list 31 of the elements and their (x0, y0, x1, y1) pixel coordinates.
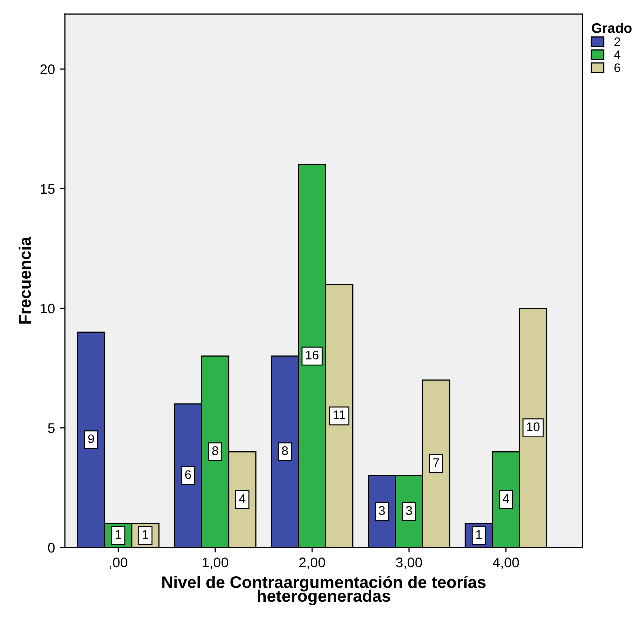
legend-label: 2 (614, 38, 620, 46)
x-tick-label: 1,00 (202, 558, 228, 570)
data-label: 1 (476, 530, 482, 539)
legend-label: 6 (614, 64, 620, 72)
x-axis-title: Nivel de Contraargumentación de teorías heterogeneradas (162, 576, 486, 606)
legend-label: 4 (614, 50, 621, 60)
y-tick-label: 20 (40, 64, 55, 74)
data-label: 3 (379, 506, 386, 516)
y-axis-title: Frecuencia (18, 236, 32, 324)
x-tick-label: 4,00 (493, 558, 520, 570)
data-label: 1 (116, 530, 122, 539)
data-label: 4 (503, 494, 510, 504)
data-label: 4 (239, 494, 246, 504)
data-label: 11 (334, 410, 346, 420)
x-tick-label: 2,00 (300, 558, 326, 570)
x-tick-label: 3,00 (396, 558, 422, 570)
y-tick-label: 15 (41, 184, 55, 194)
y-tick-label: 0 (48, 543, 55, 553)
data-label: 3 (406, 506, 412, 516)
data-label: 8 (282, 446, 288, 456)
data-label: 16 (306, 350, 319, 360)
y-tick-label: 5 (48, 424, 55, 434)
data-label: 6 (185, 470, 192, 480)
data-label: 1 (143, 530, 148, 539)
data-label: 10 (527, 422, 540, 432)
x-tick-label: ,00 (110, 558, 128, 570)
data-label: 9 (88, 434, 94, 444)
data-label: 8 (212, 446, 218, 456)
y-tick-label: 10 (41, 304, 55, 314)
legend-title: Grado (592, 23, 632, 34)
data-label: 7 (434, 458, 440, 468)
